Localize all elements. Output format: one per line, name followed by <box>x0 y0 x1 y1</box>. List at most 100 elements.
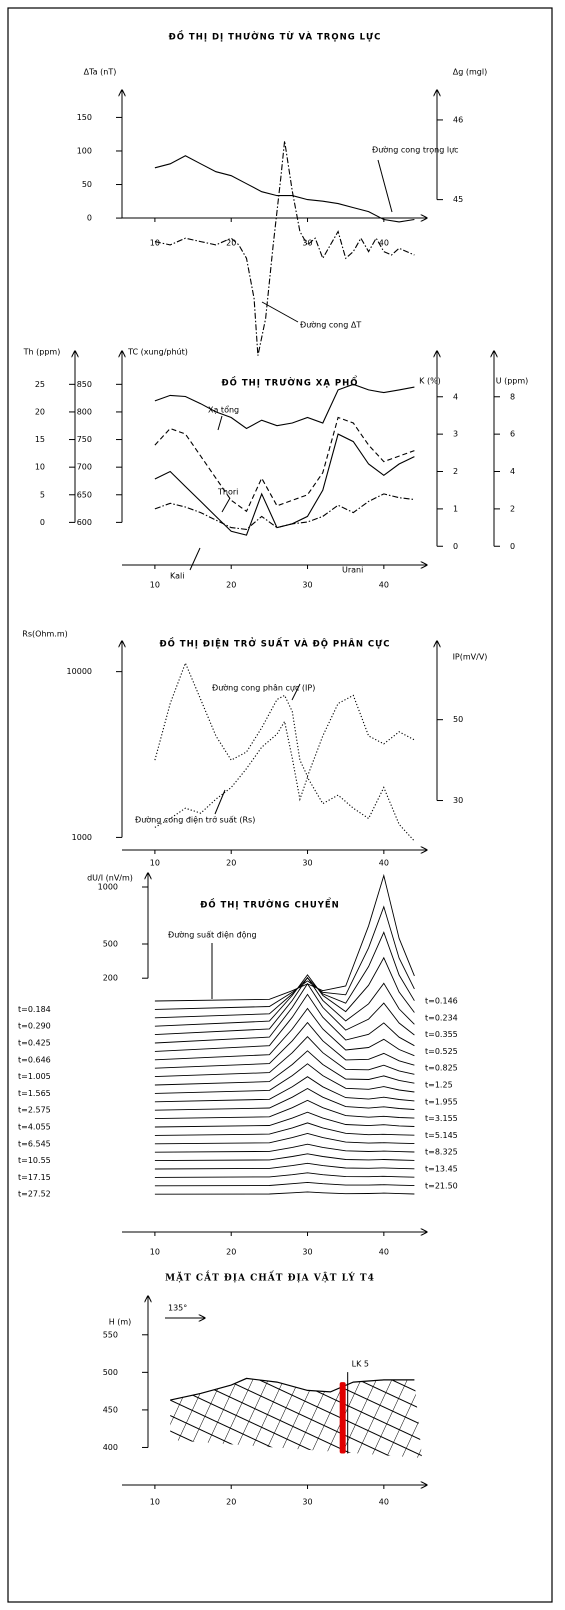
channel-label: t=13.45 <box>425 1165 458 1174</box>
channel-label: t=0.184 <box>18 1005 51 1014</box>
panel-title: ĐỒ THỊ DỊ THƯỜNG TỪ VÀ TRỌNG LỰC <box>169 30 382 43</box>
tick-label: 25 <box>35 380 45 389</box>
channel-label: t=2.575 <box>18 1106 51 1115</box>
axis-label: Rs(Ohm.m) <box>22 630 67 639</box>
direction-label: 135° <box>168 1304 187 1313</box>
channel-label: t=1.955 <box>425 1097 458 1106</box>
x-tick-label: 10 <box>150 1498 160 1507</box>
leader-line <box>218 416 222 430</box>
tick-label: 2 <box>453 467 458 476</box>
tick-label: 850 <box>77 380 92 389</box>
channel-line <box>155 1192 415 1194</box>
series-line <box>155 418 415 512</box>
tick-label: 3 <box>453 430 458 439</box>
tick-label: 550 <box>103 1330 118 1339</box>
channel-label: t=8.325 <box>425 1148 458 1157</box>
series-label: Đường cong trọng lực <box>372 145 459 156</box>
channel-label: t=21.50 <box>425 1181 458 1190</box>
series-label: Kali <box>170 572 184 581</box>
leader-line <box>262 302 298 322</box>
x-tick-label: 30 <box>302 859 312 868</box>
channel-line <box>155 1182 415 1185</box>
tick-label: 4 <box>453 392 458 401</box>
tick-label: 50 <box>82 180 92 189</box>
x-tick-label: 10 <box>150 1248 160 1257</box>
tick-label: 100 <box>77 146 92 155</box>
tick-label: 650 <box>77 490 92 499</box>
panel-title: ĐỒ THỊ ĐIỆN TRỞ SUẤT VÀ ĐỘ PHÂN CỰC <box>159 637 390 650</box>
channel-label: t=17.15 <box>18 1173 51 1182</box>
tick-label: 46 <box>453 115 463 124</box>
tick-label: 1 <box>453 504 458 513</box>
channel-label: t=1.005 <box>18 1072 51 1081</box>
series-label: Thori <box>217 488 238 497</box>
channel-label: t=6.545 <box>18 1139 51 1148</box>
x-tick-label: 40 <box>379 1248 389 1257</box>
channel-line <box>155 958 415 1026</box>
panel-title: ĐỒ THỊ TRƯỜNG CHUYỂN <box>200 898 340 911</box>
channel-label: t=10.55 <box>18 1156 51 1165</box>
channel-line <box>155 1163 415 1169</box>
x-tick-label: 20 <box>226 1248 236 1257</box>
x-tick-label: 30 <box>302 581 312 590</box>
tick-label: 0 <box>510 542 515 551</box>
tick-label: 0 <box>453 542 458 551</box>
leader-line <box>190 548 200 570</box>
tick-label: 6 <box>510 430 515 439</box>
channel-label: t=5.145 <box>425 1131 458 1140</box>
tick-label: 1000 <box>98 883 118 892</box>
tick-label: 5 <box>40 490 45 499</box>
tick-label: 500 <box>103 1368 118 1377</box>
tick-label: 450 <box>103 1405 118 1414</box>
tick-label: 10 <box>35 463 45 472</box>
tick-label: 400 <box>103 1443 118 1452</box>
tick-label: 700 <box>77 463 92 472</box>
channel-label: t=0.355 <box>425 1030 458 1039</box>
borehole <box>340 1382 346 1453</box>
tick-label: 500 <box>103 940 118 949</box>
series-label: Urani <box>342 566 363 575</box>
axis-label: H (m) <box>109 1318 132 1327</box>
channel-label: t=1.565 <box>18 1089 51 1098</box>
annotation: Đường suất điện động <box>168 930 257 940</box>
tick-label: 750 <box>77 435 92 444</box>
borehole-label: LK 5 <box>352 1360 369 1369</box>
series-line <box>155 384 415 428</box>
channel-line <box>155 1089 415 1111</box>
tick-label: 2 <box>510 504 515 513</box>
channel-line <box>155 1154 415 1161</box>
axis-label: Th (ppm) <box>23 348 61 357</box>
x-tick-label: 10 <box>150 581 160 590</box>
tick-label: 150 <box>77 113 92 122</box>
series-line <box>155 141 415 356</box>
x-tick-label: 40 <box>379 581 389 590</box>
tick-label: 8 <box>510 392 515 401</box>
channel-label: t=0.646 <box>18 1055 51 1064</box>
channel-line <box>155 932 415 1018</box>
x-tick-label: 10 <box>150 859 160 868</box>
series-line <box>155 663 415 776</box>
series-line <box>155 434 415 535</box>
channel-label: t=1.25 <box>425 1081 453 1090</box>
x-tick-label: 20 <box>226 1498 236 1507</box>
channel-label: t=3.155 <box>425 1114 458 1123</box>
channel-label: t=0.825 <box>425 1064 458 1073</box>
series-line <box>155 156 415 222</box>
x-tick-label: 20 <box>226 581 236 590</box>
axis-label: ΔTa (nT) <box>84 68 117 77</box>
figure: ĐỒ THỊ DỊ THƯỜNG TỪ VÀ TRỌNG LỰC05010015… <box>0 0 565 1610</box>
x-tick-label: 40 <box>379 1498 389 1507</box>
x-tick-label: 30 <box>302 1498 312 1507</box>
series-line <box>155 494 415 530</box>
channel-label: t=0.425 <box>18 1039 51 1048</box>
tick-label: 800 <box>77 407 92 416</box>
channel-line <box>155 994 415 1051</box>
tick-label: 10000 <box>67 667 92 676</box>
tick-label: 0 <box>87 214 92 223</box>
panel-title: MẶT CẮT ĐỊA CHẤT ĐỊA VẬT LÝ T4 <box>165 1271 375 1284</box>
x-tick-label: 20 <box>226 859 236 868</box>
channel-label: t=4.055 <box>18 1123 51 1132</box>
channel-line <box>155 1144 415 1152</box>
channel-label: t=27.52 <box>18 1190 51 1199</box>
leader-line <box>222 498 230 512</box>
